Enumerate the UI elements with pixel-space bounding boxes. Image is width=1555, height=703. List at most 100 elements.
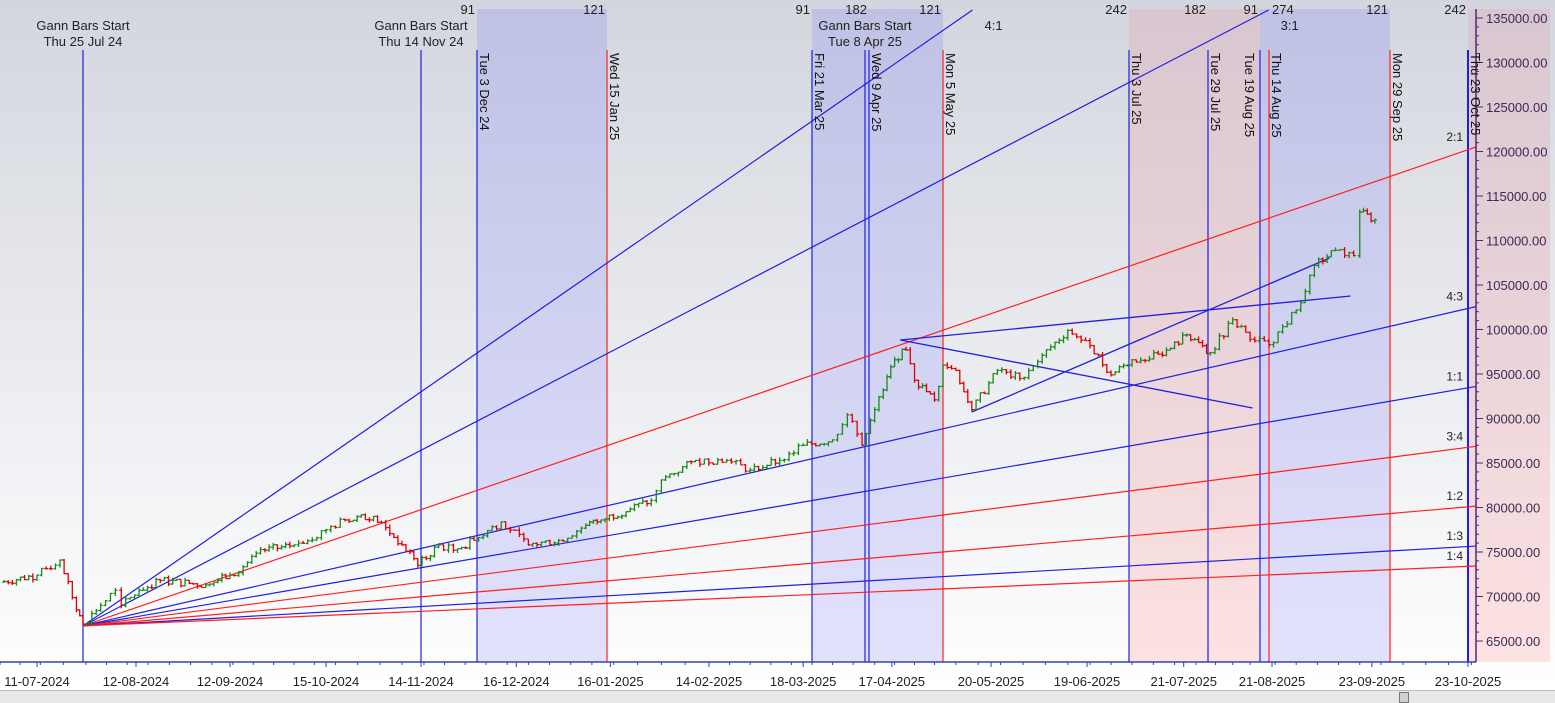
price-bar [787, 451, 792, 462]
price-bar [840, 423, 845, 435]
price-bar [1147, 355, 1152, 362]
gann-fan-label: 3:4 [1446, 429, 1463, 443]
price-bar [249, 554, 254, 565]
x-tick-label: 16-01-2025 [577, 674, 644, 689]
price-bar [1312, 264, 1317, 278]
price-bar [782, 458, 787, 463]
price-bar [654, 489, 659, 503]
price-bar [649, 498, 654, 507]
price-bar [1316, 257, 1321, 269]
trendline [900, 339, 1253, 409]
y-tick-label: 75000.00 [1486, 545, 1540, 560]
horizontal-scrollbar[interactable] [0, 690, 1555, 703]
price-bar [254, 551, 259, 558]
price-bar [1083, 337, 1088, 342]
price-bar [517, 527, 522, 538]
price-bar [499, 521, 504, 531]
price-bar [512, 529, 517, 531]
price-bar [830, 439, 835, 443]
price-bar [275, 544, 280, 552]
price-bar [791, 450, 796, 457]
price-bar [556, 538, 561, 546]
price-bar [94, 609, 99, 615]
price-bar [526, 538, 531, 546]
time-count: 91 [461, 2, 475, 17]
price-bar [113, 587, 118, 597]
price-bar [1338, 248, 1343, 251]
price-bar [752, 463, 757, 473]
price-bar [166, 575, 171, 587]
x-tick-label: 21-08-2025 [1239, 674, 1306, 689]
price-bar [982, 391, 987, 395]
price-bar [463, 546, 468, 550]
price-bar [10, 579, 15, 586]
price-bar [1248, 331, 1253, 342]
gann-fan-line [82, 545, 1477, 627]
scrollbar-thumb[interactable] [1399, 692, 1409, 703]
price-bar [324, 528, 328, 534]
gann-start-date: Thu 14 Nov 24 [378, 34, 463, 49]
price-bar [1160, 351, 1165, 358]
price-bar [961, 381, 966, 393]
price-bar [232, 574, 237, 577]
price-bar [203, 582, 208, 589]
gann-fan-label: 4:1 [985, 18, 1003, 33]
price-bar [756, 465, 761, 472]
price-bar [999, 367, 1004, 373]
price-bar [132, 594, 137, 599]
price-bar [355, 515, 360, 523]
price-bar [587, 520, 592, 527]
price-bar [1188, 334, 1193, 342]
price-bar [640, 498, 645, 504]
price-bar [1257, 335, 1262, 344]
price-bar [813, 442, 818, 447]
price-bar [941, 364, 945, 388]
y-tick-label: 80000.00 [1486, 501, 1540, 516]
price-bar [872, 407, 877, 423]
time-count: 121 [1366, 2, 1388, 17]
price-bar [363, 513, 368, 521]
price-bar [932, 391, 937, 402]
price-bar [693, 459, 698, 463]
price-bar [494, 525, 499, 531]
y-tick-label: 105000.00 [1486, 278, 1547, 293]
price-bar [1138, 357, 1143, 364]
y-tick-label: 125000.00 [1486, 100, 1547, 115]
price-bar [283, 541, 288, 549]
price-bar [885, 374, 890, 392]
y-tick-label: 120000.00 [1486, 145, 1547, 160]
price-bar [777, 457, 782, 466]
price-bar [1013, 370, 1018, 380]
price-bar [472, 536, 477, 542]
price-bar [459, 546, 464, 550]
price-bar [490, 525, 495, 532]
price-bar [868, 418, 873, 435]
price-bar [676, 471, 681, 477]
price-bar [1372, 218, 1377, 224]
price-bar [945, 362, 950, 370]
price-bar [1176, 341, 1181, 346]
price-bar [817, 443, 822, 447]
price-bar [632, 503, 637, 512]
price-bar [81, 614, 85, 625]
price-bar [223, 573, 228, 580]
price-bar [1172, 341, 1177, 350]
price-bar [351, 519, 356, 523]
price-bar [145, 585, 150, 592]
price-bar [108, 592, 113, 602]
price-bar [697, 458, 702, 467]
time-line-date: Fri 21 Mar 25 [812, 53, 827, 130]
price-bar [619, 514, 624, 520]
price-bar [892, 356, 897, 368]
time-count: 121 [583, 2, 605, 17]
price-bar [860, 432, 865, 446]
price-bar [1151, 349, 1156, 360]
price-bar [1109, 370, 1113, 377]
price-bar [1022, 376, 1027, 381]
time-count: 91 [796, 2, 810, 17]
price-bar [191, 582, 196, 585]
price-bar [395, 535, 400, 546]
price-bar [904, 346, 908, 351]
time-count: 182 [1184, 2, 1206, 17]
